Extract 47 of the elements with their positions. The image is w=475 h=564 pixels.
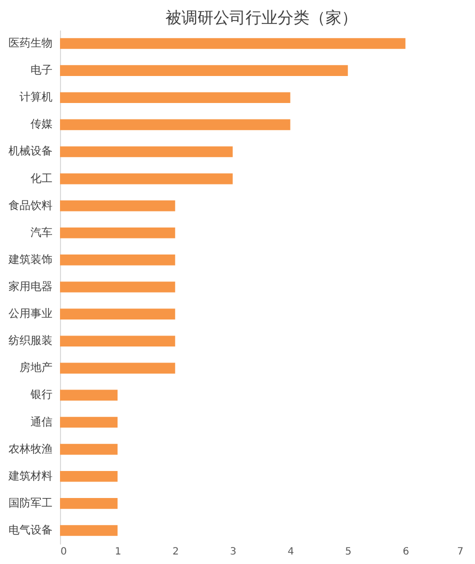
y-tick-label: 食品饮料: [8, 198, 52, 212]
x-tick-label: 4: [288, 546, 294, 558]
y-tick-label: 纺织服装: [8, 334, 52, 348]
y-tick-label: 通信: [30, 415, 52, 428]
x-tick-label: 3: [230, 546, 236, 558]
y-tick-label: 房地产: [20, 361, 52, 374]
bar: [60, 200, 176, 212]
x-tick-label: 2: [172, 546, 179, 558]
bar: [60, 65, 348, 76]
y-tick-label: 家用电器: [8, 280, 52, 293]
y-tick-label: 农林牧渔: [8, 442, 52, 456]
y-tick-label: 国防军工: [8, 496, 52, 510]
x-tick-label: 5: [345, 546, 352, 558]
y-tick-label: 电子: [30, 64, 52, 77]
bar: [60, 254, 176, 266]
bar: [60, 525, 118, 536]
bar: [60, 444, 118, 455]
bar: [60, 92, 290, 104]
y-tick-label: 计算机: [20, 90, 52, 104]
bar: [60, 227, 176, 238]
x-tick-label: 7: [457, 546, 464, 558]
bar: [60, 173, 233, 184]
y-tick-label: 传媒: [30, 118, 52, 131]
y-tick-label: 化工: [30, 172, 52, 185]
bar: [60, 38, 406, 49]
bar: [60, 119, 290, 130]
bar: [60, 470, 118, 482]
bar: [60, 336, 176, 347]
y-tick-label: 电气设备: [8, 523, 52, 536]
x-tick-label: 1: [114, 546, 122, 558]
y-tick-label: 建筑材料: [8, 469, 52, 482]
bar: [60, 416, 118, 428]
y-tick-label: 建筑装饰: [8, 252, 52, 266]
y-tick-label: 公用事业: [8, 307, 52, 320]
bar: [60, 146, 233, 158]
x-tick-label: 6: [402, 546, 410, 558]
bar: [60, 390, 118, 401]
bar: [60, 498, 118, 509]
bar: [60, 308, 176, 320]
y-tick-label: 银行: [30, 388, 52, 402]
x-tick-label: 0: [60, 546, 67, 558]
bar: [60, 362, 176, 374]
bar: [60, 282, 176, 292]
y-tick-label: 机械设备: [8, 144, 52, 158]
y-tick-label: 医药生物: [8, 36, 52, 50]
chart-title: 被调研公司行业分类（家）: [166, 8, 358, 27]
y-tick-label: 汽车: [30, 226, 52, 239]
